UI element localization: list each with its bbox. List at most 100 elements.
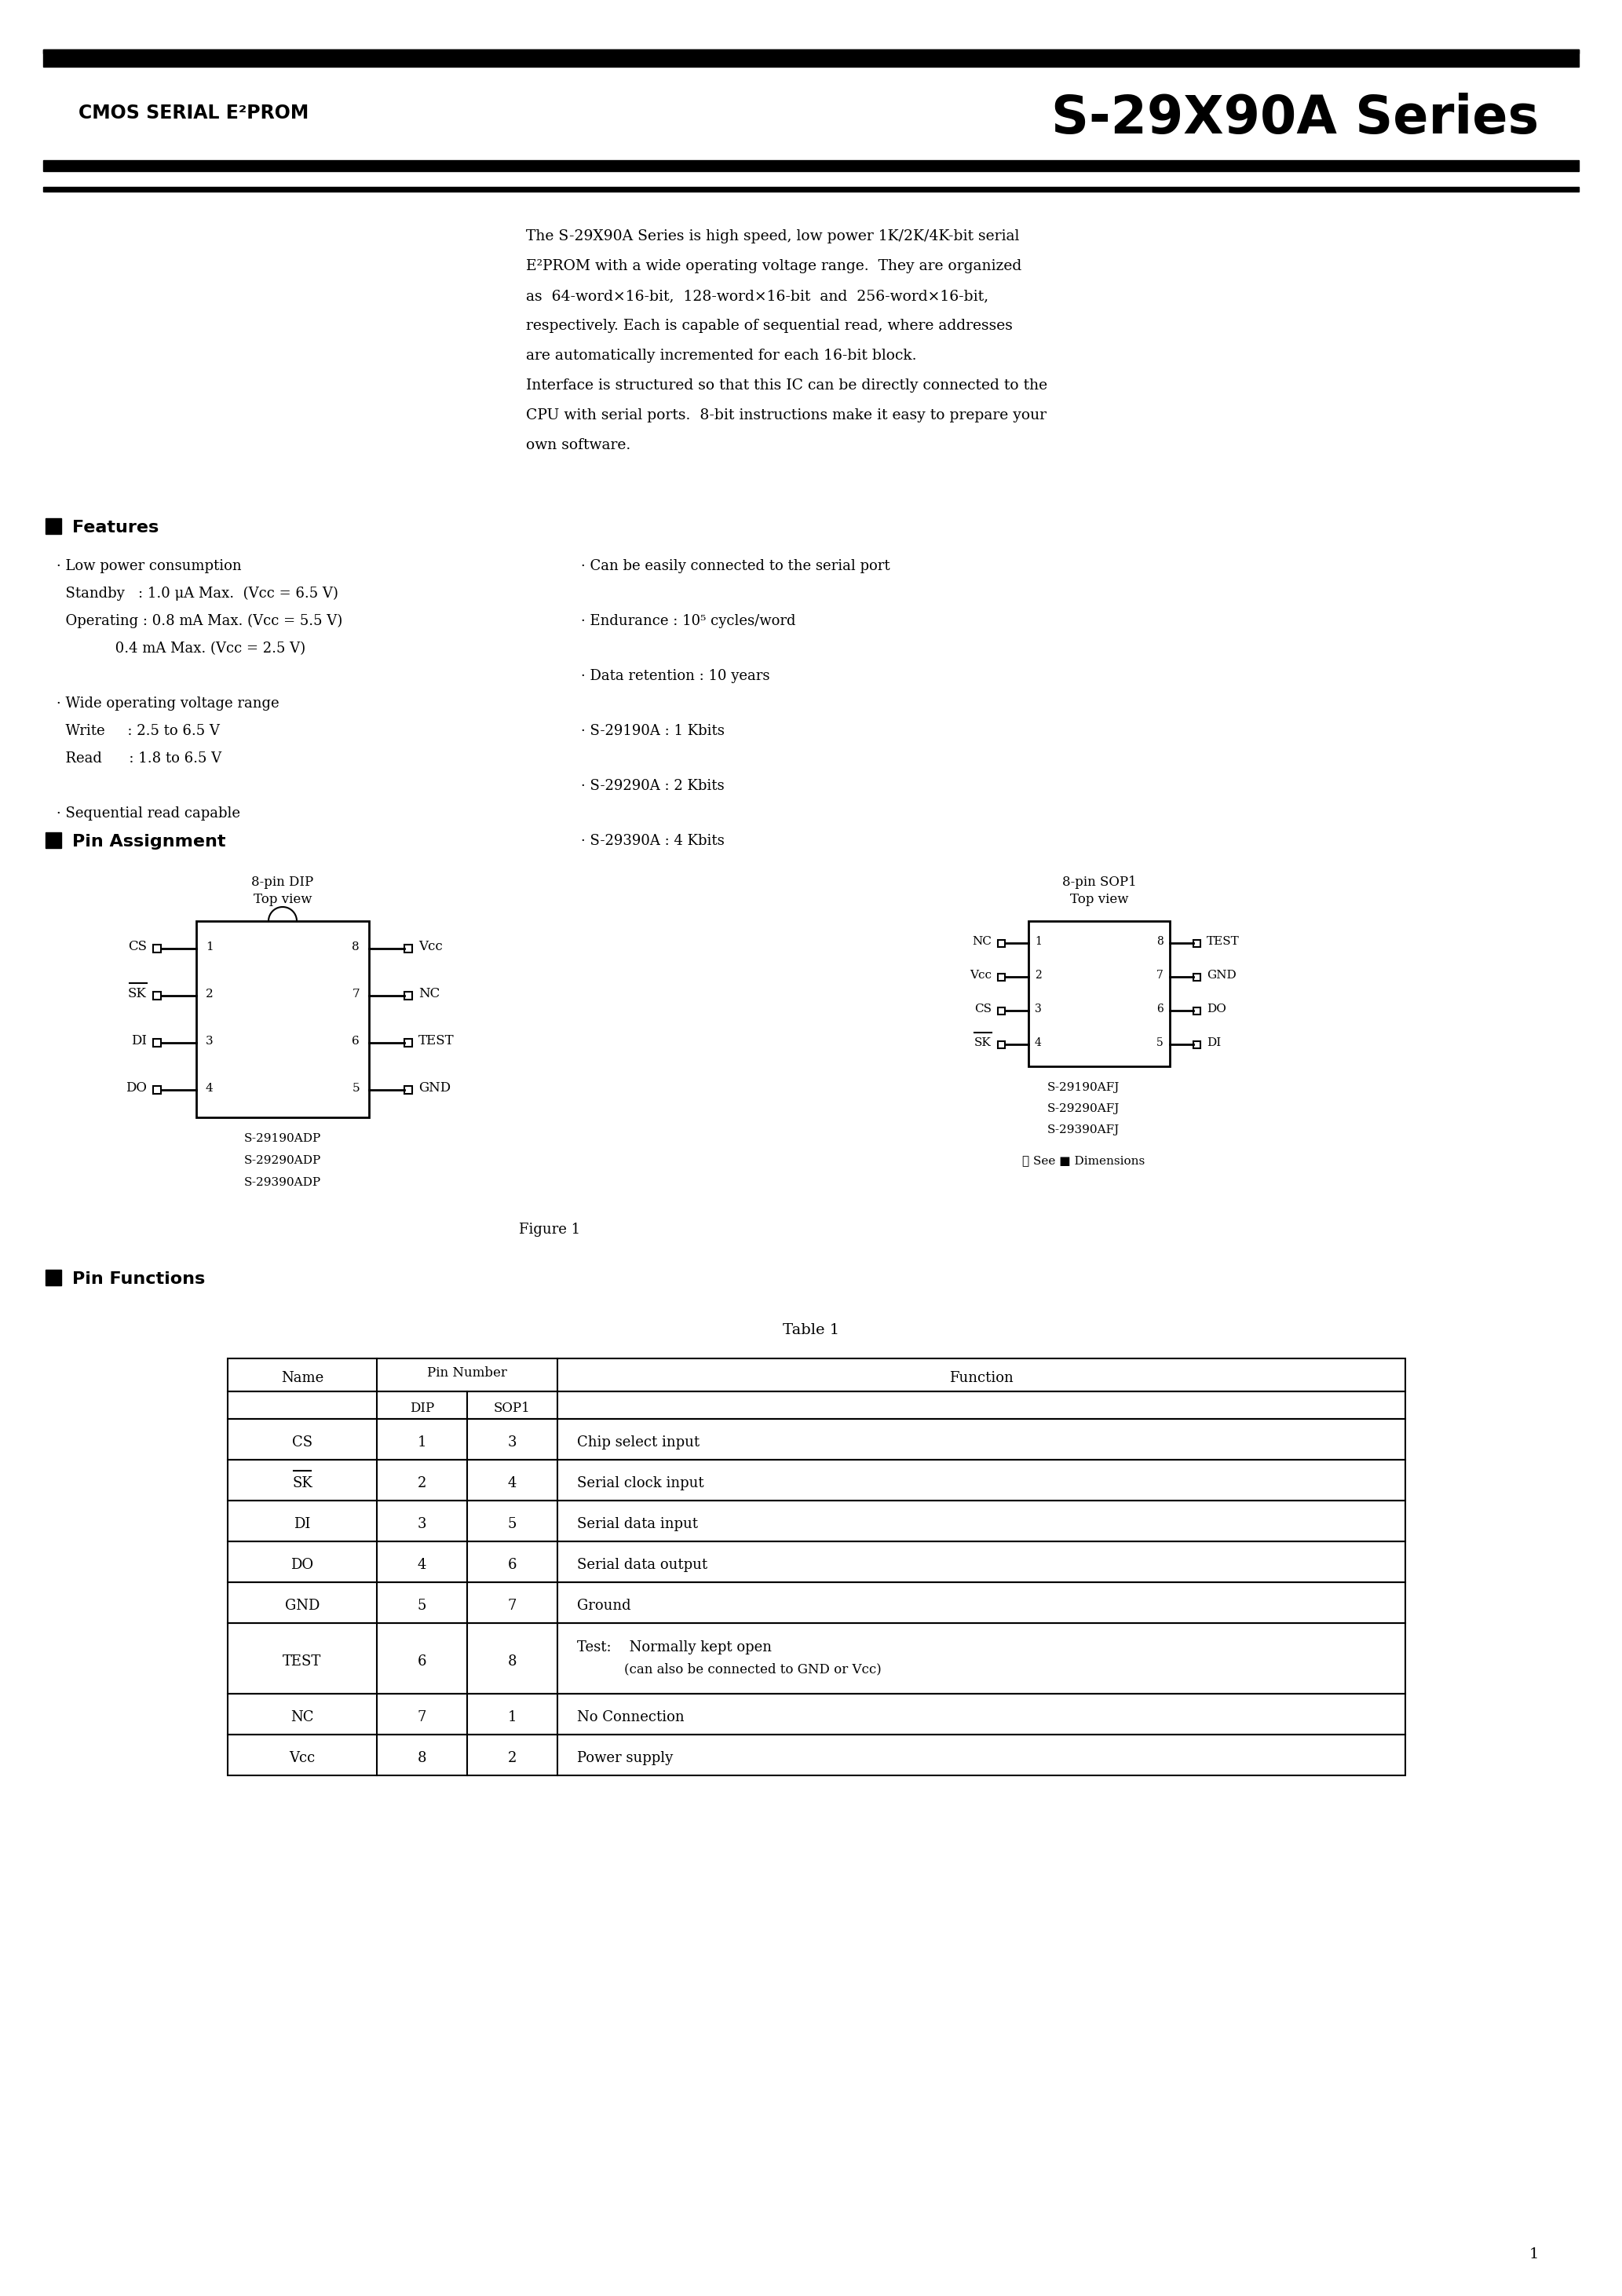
Text: CS: CS — [292, 1435, 313, 1449]
Bar — [998, 1008, 1006, 1015]
Text: TEST: TEST — [1207, 937, 1239, 946]
Bar — [404, 1038, 412, 1047]
Text: DI: DI — [131, 1035, 148, 1047]
Text: S-29390AFJ: S-29390AFJ — [1048, 1125, 1119, 1137]
Bar — [152, 992, 161, 999]
Text: (can also be connected to GND or Vcc): (can also be connected to GND or Vcc) — [624, 1662, 881, 1676]
Text: · Data retention : 10 years: · Data retention : 10 years — [581, 668, 770, 684]
Text: Vcc: Vcc — [418, 941, 443, 953]
Bar — [45, 519, 62, 535]
Text: 1: 1 — [206, 941, 214, 953]
Bar — [998, 974, 1006, 980]
Text: 0.4 mA Max. (Vcc = 2.5 V): 0.4 mA Max. (Vcc = 2.5 V) — [57, 641, 305, 657]
Text: 7: 7 — [1156, 969, 1163, 980]
Text: Vcc: Vcc — [970, 969, 991, 980]
Bar — [998, 939, 1006, 946]
Text: NC: NC — [972, 937, 991, 946]
Text: Chip select input: Chip select input — [577, 1435, 699, 1449]
Text: S-29390ADP: S-29390ADP — [245, 1178, 321, 1187]
Text: Function: Function — [949, 1371, 1014, 1384]
Text: Serial clock input: Serial clock input — [577, 1476, 704, 1490]
Text: respectively. Each is capable of sequential read, where addresses: respectively. Each is capable of sequent… — [526, 319, 1012, 333]
Text: 3: 3 — [508, 1435, 517, 1449]
Text: TEST: TEST — [418, 1035, 454, 1047]
Text: own software.: own software. — [526, 439, 631, 452]
Bar — [1194, 1040, 1200, 1047]
Text: Power supply: Power supply — [577, 1752, 673, 1766]
Text: 8-pin DIP: 8-pin DIP — [251, 875, 313, 889]
Bar — [227, 1502, 1405, 1541]
Text: DIP: DIP — [410, 1401, 435, 1414]
Text: DO: DO — [127, 1081, 148, 1095]
Text: SK: SK — [128, 987, 148, 1001]
Text: Top view: Top view — [253, 893, 311, 907]
Text: Test:    Normally kept open: Test: Normally kept open — [577, 1639, 772, 1655]
Text: Interface is structured so that this IC can be directly connected to the: Interface is structured so that this IC … — [526, 379, 1048, 393]
Text: GND: GND — [418, 1081, 451, 1095]
Text: CMOS SERIAL E²PROM: CMOS SERIAL E²PROM — [78, 103, 308, 122]
Bar — [998, 1040, 1006, 1047]
Text: 4: 4 — [206, 1084, 214, 1093]
Text: E²PROM with a wide operating voltage range.  They are organized: E²PROM with a wide operating voltage ran… — [526, 259, 1022, 273]
Text: Features: Features — [73, 519, 159, 535]
Text: S-29X90A Series: S-29X90A Series — [1051, 92, 1539, 145]
Text: 1: 1 — [1530, 2248, 1539, 2262]
Bar — [45, 833, 62, 847]
Text: · S-29190A : 1 Kbits: · S-29190A : 1 Kbits — [581, 723, 725, 737]
Text: 4: 4 — [508, 1476, 517, 1490]
Text: 5: 5 — [508, 1518, 517, 1531]
Text: 2: 2 — [417, 1476, 427, 1490]
Text: 2: 2 — [206, 990, 214, 999]
Bar — [44, 51, 1578, 67]
Bar — [227, 1359, 1405, 1391]
Text: DI: DI — [294, 1518, 311, 1531]
Text: S-29190ADP: S-29190ADP — [243, 1134, 321, 1143]
Text: 5: 5 — [1156, 1038, 1163, 1049]
Text: Pin Number: Pin Number — [427, 1366, 508, 1380]
Text: No Connection: No Connection — [577, 1711, 684, 1724]
Bar — [1028, 921, 1169, 1065]
Text: 4: 4 — [1035, 1038, 1041, 1049]
Text: 8: 8 — [508, 1655, 517, 1669]
Bar — [227, 1541, 1405, 1582]
Text: Ground: Ground — [577, 1598, 631, 1612]
Text: DI: DI — [1207, 1038, 1221, 1049]
Text: · S-29290A : 2 Kbits: · S-29290A : 2 Kbits — [581, 778, 725, 792]
Text: CS: CS — [128, 941, 148, 953]
Text: CPU with serial ports.  8-bit instructions make it easy to prepare your: CPU with serial ports. 8-bit instruction… — [526, 409, 1046, 422]
Text: · Can be easily connected to the serial port: · Can be easily connected to the serial … — [581, 560, 890, 574]
Text: 8: 8 — [1156, 937, 1163, 946]
Bar — [152, 1038, 161, 1047]
Text: · S-29390A : 4 Kbits: · S-29390A : 4 Kbits — [581, 833, 725, 847]
Bar — [1194, 1008, 1200, 1015]
Text: 3: 3 — [206, 1035, 212, 1047]
Text: SK: SK — [975, 1038, 991, 1049]
Text: 2: 2 — [508, 1752, 517, 1766]
Text: GND: GND — [285, 1598, 320, 1612]
Text: Table 1: Table 1 — [783, 1322, 839, 1336]
Text: · Low power consumption: · Low power consumption — [57, 560, 242, 574]
Text: The S-29X90A Series is high speed, low power 1K/2K/4K-bit serial: The S-29X90A Series is high speed, low p… — [526, 230, 1019, 243]
Text: · Endurance : 10⁵ cycles/word: · Endurance : 10⁵ cycles/word — [581, 613, 796, 629]
Bar — [45, 1270, 62, 1286]
Text: 1: 1 — [417, 1435, 427, 1449]
Text: 1: 1 — [1035, 937, 1041, 946]
Text: · Sequential read capable: · Sequential read capable — [57, 806, 240, 820]
Text: 6: 6 — [417, 1655, 427, 1669]
Bar — [227, 1623, 1405, 1694]
Text: DO: DO — [290, 1559, 313, 1573]
Text: Figure 1: Figure 1 — [519, 1221, 581, 1238]
Text: 6: 6 — [1156, 1003, 1163, 1015]
Text: · Wide operating voltage range: · Wide operating voltage range — [57, 696, 279, 712]
Text: 5: 5 — [417, 1598, 427, 1612]
Bar — [404, 992, 412, 999]
Text: 3: 3 — [417, 1518, 427, 1531]
Bar — [227, 1419, 1405, 1460]
Text: NC: NC — [290, 1711, 313, 1724]
Text: S-29190AFJ: S-29190AFJ — [1048, 1081, 1119, 1093]
Text: 3: 3 — [1035, 1003, 1041, 1015]
Bar — [227, 1582, 1405, 1623]
Bar — [44, 161, 1578, 172]
Text: 5: 5 — [352, 1084, 360, 1093]
Text: Serial data output: Serial data output — [577, 1559, 707, 1573]
